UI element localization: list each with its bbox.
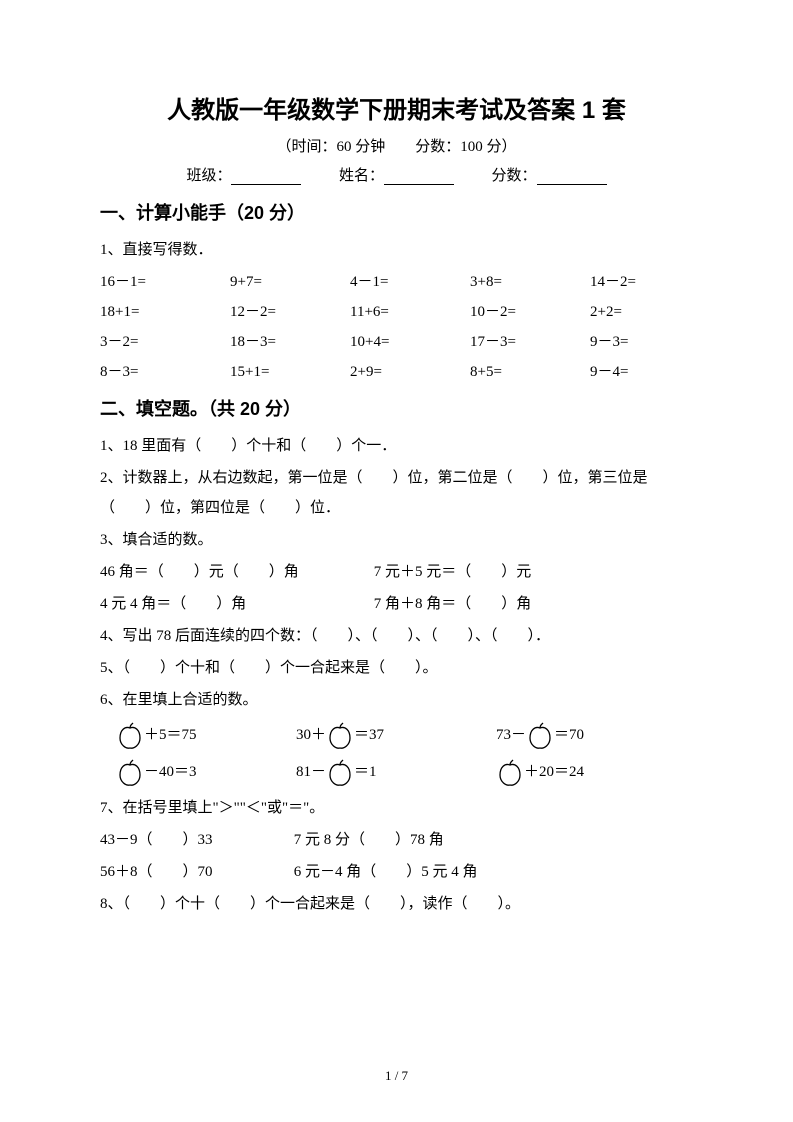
s2-q7-l1b: 7 元 8 分（ ）78 角 xyxy=(294,832,444,848)
subtitle-line: （时间：60 分钟 分数：100 分） xyxy=(100,135,693,156)
calc-row: 18+1= 12－2= 11+6= 10－2= 2+2= xyxy=(100,297,693,327)
score-blank xyxy=(537,170,607,185)
apple-equation: ＋5＝75 xyxy=(116,719,296,752)
s2-q7-l2b: 6 元－4 角（ ）5 元 4 角 xyxy=(294,864,478,880)
s2-q3-l2b: 7 角＋8 角＝（ ）角 xyxy=(374,596,532,612)
eq-post: ＝1 xyxy=(354,756,377,789)
apple-icon xyxy=(497,759,523,787)
s2-q8: 8、（ ）个十（ ）个一合起来是（ ），读作（ ）。 xyxy=(100,889,693,919)
calc-cell: 17－3= xyxy=(470,327,590,357)
s2-q5: 5、（ ）个十和（ ）个一合起来是（ ）。 xyxy=(100,653,693,683)
eq-pre: 73－ xyxy=(496,719,526,752)
calc-cell: 2+2= xyxy=(590,297,690,327)
s2-q3-line2: 4 元 4 角＝（ ）角 7 角＋8 角＝（ ）角 xyxy=(100,589,693,619)
calc-cell: 8－3= xyxy=(100,357,230,387)
calc-cell: 14－2= xyxy=(590,267,690,297)
apple-equation: ＋20＝24 xyxy=(496,756,676,789)
name-label: 姓名： xyxy=(339,164,384,185)
eq-pre: 81－ xyxy=(296,756,326,789)
calc-cell: 4－1= xyxy=(350,267,470,297)
s2-q7-l2a: 56＋8（ ）70 xyxy=(100,857,290,887)
calc-row: 8－3= 15+1= 2+9= 8+5= 9－4= xyxy=(100,357,693,387)
calc-row: 16－1= 9+7= 4－1= 3+8= 14－2= xyxy=(100,267,693,297)
page-title: 人教版一年级数学下册期末考试及答案 1 套 xyxy=(100,90,693,125)
calc-cell: 9－3= xyxy=(590,327,690,357)
calc-cell: 16－1= xyxy=(100,267,230,297)
calc-cell: 9+7= xyxy=(230,267,350,297)
class-blank xyxy=(231,170,301,185)
calc-cell: 12－2= xyxy=(230,297,350,327)
apple-icon xyxy=(527,722,553,750)
calc-cell: 10+4= xyxy=(350,327,470,357)
s2-q3-line1: 46 角＝（ ）元（ ）角 7 元＋5 元＝（ ）元 xyxy=(100,557,693,587)
score-label: 分数： xyxy=(492,164,537,185)
s2-q3-label: 3、填合适的数。 xyxy=(100,525,693,555)
page-number: 1 / 7 xyxy=(0,1068,793,1084)
s2-q6-row1: ＋5＝75 30＋ ＝37 73－ ＝70 xyxy=(100,719,693,752)
eq-post: ＝37 xyxy=(354,719,384,752)
calc-cell: 3－2= xyxy=(100,327,230,357)
calc-cell: 3+8= xyxy=(470,267,590,297)
calc-row: 3－2= 18－3= 10+4= 17－3= 9－3= xyxy=(100,327,693,357)
s2-q7-label: 7、在括号里填上"＞""＜"或"＝"。 xyxy=(100,793,693,823)
apple-icon xyxy=(117,759,143,787)
s2-q6-row2: －40＝3 81－ ＝1 ＋20＝24 xyxy=(100,756,693,789)
calc-cell: 2+9= xyxy=(350,357,470,387)
s2-q4: 4、写出 78 后面连续的四个数：（ ）、（ ）、（ ）、（ ）． xyxy=(100,621,693,651)
calc-cell: 18－3= xyxy=(230,327,350,357)
apple-icon xyxy=(117,722,143,750)
s2-q7-line1: 43－9（ ）33 7 元 8 分（ ）78 角 xyxy=(100,825,693,855)
s2-q6-label: 6、在里填上合适的数。 xyxy=(100,685,693,715)
apple-icon xyxy=(327,722,353,750)
calc-cell: 18+1= xyxy=(100,297,230,327)
s2-q7-line2: 56＋8（ ）70 6 元－4 角（ ）5 元 4 角 xyxy=(100,857,693,887)
apple-equation: 30＋ ＝37 xyxy=(296,719,496,752)
apple-equation: 81－ ＝1 xyxy=(296,756,496,789)
calc-cell: 8+5= xyxy=(470,357,590,387)
eq-post: ＝70 xyxy=(554,719,584,752)
calc-cell: 15+1= xyxy=(230,357,350,387)
eq-post: ＋5＝75 xyxy=(144,719,197,752)
s2-q1: 1、18 里面有（ ）个十和（ ）个一． xyxy=(100,431,693,461)
s2-q7-l1a: 43－9（ ）33 xyxy=(100,825,290,855)
eq-post: ＋20＝24 xyxy=(524,756,584,789)
eq-pre: 30＋ xyxy=(296,719,326,752)
s2-q3-l1a: 46 角＝（ ）元（ ）角 xyxy=(100,557,370,587)
section2-heading: 二、填空题。（共 20 分） xyxy=(100,395,693,421)
student-info-row: 班级： 姓名： 分数： xyxy=(100,164,693,185)
s2-q2: 2、计数器上，从右边数起，第一位是（ ）位，第二位是（ ）位，第三位是（ ）位，… xyxy=(100,463,693,523)
s2-q3-l2a: 4 元 4 角＝（ ）角 xyxy=(100,589,370,619)
class-label: 班级： xyxy=(186,164,231,185)
calc-cell: 11+6= xyxy=(350,297,470,327)
calc-cell: 9－4= xyxy=(590,357,690,387)
s1-q1-label: 1、直接写得数． xyxy=(100,235,693,265)
section1-heading: 一、计算小能手（20 分） xyxy=(100,199,693,225)
name-blank xyxy=(384,170,454,185)
eq-post: －40＝3 xyxy=(144,756,197,789)
apple-equation: －40＝3 xyxy=(116,756,296,789)
calc-cell: 10－2= xyxy=(470,297,590,327)
apple-icon xyxy=(327,759,353,787)
apple-equation: 73－ ＝70 xyxy=(496,719,676,752)
s2-q3-l1b: 7 元＋5 元＝（ ）元 xyxy=(374,564,532,580)
